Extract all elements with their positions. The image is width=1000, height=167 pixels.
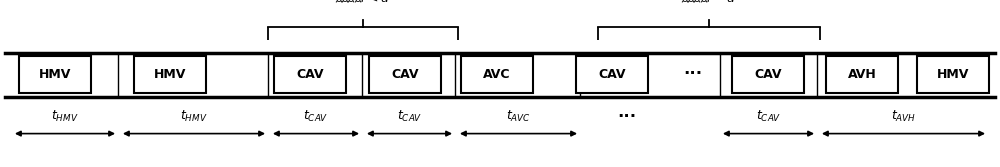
Text: CAV: CAV bbox=[296, 68, 324, 81]
Text: AVH: AVH bbox=[848, 68, 876, 81]
Text: $t_{AVH}$: $t_{AVH}$ bbox=[891, 109, 916, 124]
Text: HMV: HMV bbox=[39, 68, 71, 81]
Bar bbox=[461, 56, 533, 93]
Text: CAV: CAV bbox=[598, 68, 626, 81]
Bar bbox=[576, 56, 648, 93]
Text: $t_{AVC}$: $t_{AVC}$ bbox=[506, 109, 531, 124]
Text: ···: ··· bbox=[617, 108, 637, 126]
Text: $t_{CAV}$: $t_{CAV}$ bbox=[303, 109, 329, 124]
Text: 车队规模$r=u$: 车队规模$r=u$ bbox=[681, 0, 737, 5]
Text: CAV: CAV bbox=[391, 68, 419, 81]
Text: $t_{CAV}$: $t_{CAV}$ bbox=[756, 109, 781, 124]
Text: HMV: HMV bbox=[154, 68, 186, 81]
Bar bbox=[134, 56, 206, 93]
Bar bbox=[274, 56, 346, 93]
Text: $t_{HMV}$: $t_{HMV}$ bbox=[51, 109, 79, 124]
Text: CAV: CAV bbox=[754, 68, 782, 81]
Text: ···: ··· bbox=[683, 65, 703, 83]
Text: AVC: AVC bbox=[483, 68, 511, 81]
Text: 车队规模$r<u$: 车队规模$r<u$ bbox=[335, 0, 391, 5]
Bar bbox=[732, 56, 804, 93]
Bar bbox=[369, 56, 441, 93]
Text: $t_{CAV}$: $t_{CAV}$ bbox=[397, 109, 422, 124]
Text: $t_{HMV}$: $t_{HMV}$ bbox=[180, 109, 208, 124]
Bar bbox=[19, 56, 91, 93]
Text: HMV: HMV bbox=[937, 68, 969, 81]
Bar bbox=[917, 56, 989, 93]
Bar bbox=[826, 56, 898, 93]
